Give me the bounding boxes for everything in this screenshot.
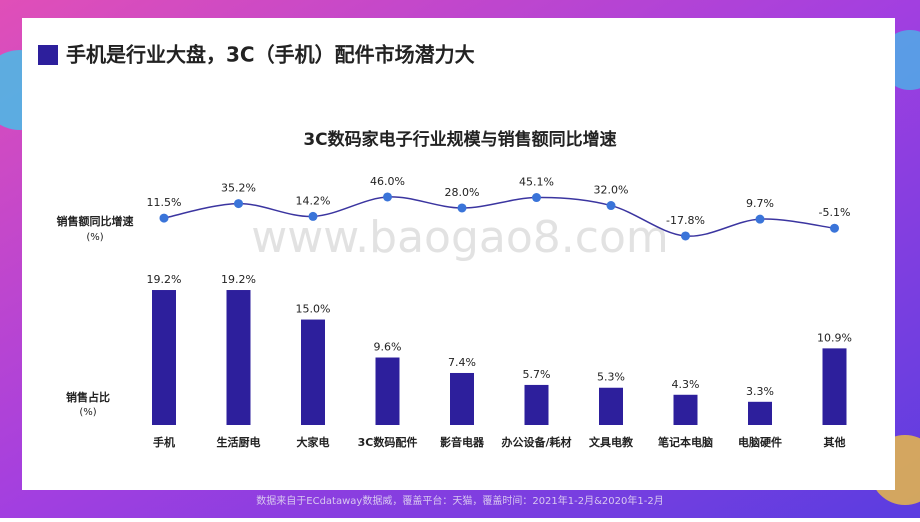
line xyxy=(163,196,835,237)
marker xyxy=(606,201,616,211)
watermark: www.baogao8.com xyxy=(251,212,668,263)
x-tick-label: 其他 xyxy=(824,435,846,449)
marker xyxy=(234,199,243,209)
marker xyxy=(457,203,467,213)
y-label: (%) xyxy=(79,407,96,418)
value-label: 5.7% xyxy=(523,368,551,381)
x-tick-label: 大家电 xyxy=(297,435,330,449)
x-tick-label: 文具电教 xyxy=(589,435,634,449)
value-label: 7.4% xyxy=(448,356,476,369)
x-tick-label: 办公设备/耗材 xyxy=(501,435,571,449)
value-label: 9.6% xyxy=(374,341,402,354)
value-label: 19.2% xyxy=(147,273,182,286)
bar xyxy=(226,290,251,425)
bar xyxy=(599,387,623,425)
value-label: 45.1% xyxy=(519,176,554,189)
chart-title: 3C数码家电子行业规模与销售额同比增速 xyxy=(303,129,616,150)
marker xyxy=(159,213,169,223)
source-note: 数据来自于ECdataway数据威，覆盖平台：天猫，覆盖时间：2021年1-2月… xyxy=(256,494,663,507)
value-label: 19.2% xyxy=(221,273,256,286)
marker xyxy=(681,231,690,241)
x-tick-label: 3C数码配件 xyxy=(358,435,418,449)
value-label: 28.0% xyxy=(445,186,480,199)
bar xyxy=(673,394,698,425)
value-label: 46.0% xyxy=(370,175,405,188)
x-tick-label: 笔记本电脑 xyxy=(658,435,713,449)
value-label: 5.3% xyxy=(597,371,625,384)
value-label: 4.3% xyxy=(672,378,700,391)
y-label: (%) xyxy=(86,232,103,243)
value-label: 11.5% xyxy=(147,196,182,209)
x-tick-label: 手机 xyxy=(153,435,175,449)
y-label: 销售占比 xyxy=(66,390,110,404)
marker xyxy=(830,223,839,233)
bar xyxy=(822,348,847,425)
value-label: 10.9% xyxy=(817,331,852,344)
bar xyxy=(152,290,176,425)
x-tick-label: 生活厨电 xyxy=(217,435,261,449)
marker xyxy=(308,211,318,221)
value-label: -17.8% xyxy=(666,214,705,227)
bar xyxy=(301,319,325,425)
marker xyxy=(532,193,541,203)
value-label: -5.1% xyxy=(819,206,851,219)
value-label: 14.2% xyxy=(296,194,331,207)
bar xyxy=(375,357,400,425)
value-label: 35.2% xyxy=(221,182,256,195)
value-label: 9.7% xyxy=(746,197,774,210)
bar xyxy=(524,384,549,425)
value-label: 15.0% xyxy=(296,303,331,316)
page-title: 手机是行业大盘，3C（手机）配件市场潜力大 xyxy=(66,43,475,67)
x-tick-label: 电脑硬件 xyxy=(738,435,782,449)
x-tick-label: 影音电器 xyxy=(440,435,485,449)
marker xyxy=(383,192,392,202)
value-label: 3.3% xyxy=(746,385,774,398)
bar xyxy=(748,401,772,425)
value-label: 32.0% xyxy=(594,184,629,197)
marker xyxy=(755,214,765,224)
bar xyxy=(450,372,474,425)
title-marker xyxy=(38,45,58,65)
y-label: 销售额同比增速 xyxy=(57,214,134,228)
